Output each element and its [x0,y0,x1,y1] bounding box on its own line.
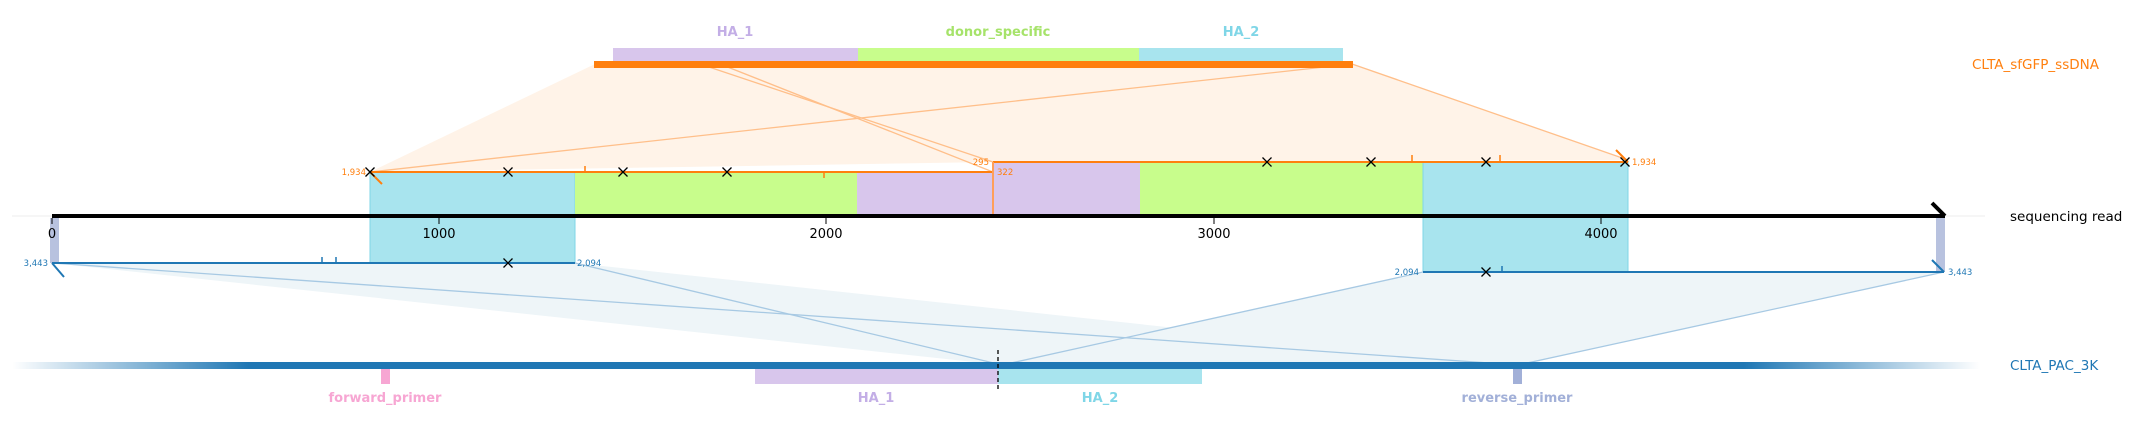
read-tick-label: 1000 [422,227,455,242]
target-end-tick-left [51,262,65,278]
mismatch-marker [1366,157,1376,167]
read-tick-label: 4000 [1584,227,1617,242]
mismatch-marker [1262,157,1272,167]
target-feature-label-reverse-primer: reverse_primer [1462,391,1574,406]
target-connectors [51,262,1945,366]
aligned-donor-specific-block [575,172,857,216]
target-connector-line [1001,271,1424,366]
mismatch-marker [1620,157,1630,167]
mismatch-marker [618,167,628,177]
target-end-tick-right [1931,259,1945,273]
aligned-ha1-block [857,172,993,216]
target-feature-label-ha2: HA_2 [1082,391,1119,406]
aligned-ha2-block [369,171,576,217]
target-align-label: 2,094 [577,259,601,269]
donor-feature-ha1 [613,48,858,62]
read-tick-label: 2000 [809,227,842,242]
donor-align-label: 322 [997,168,1013,178]
donor-alignment-blocks: 1,934 295 322 1,934 [342,149,1656,273]
aligned-donor-specific-block-right [1140,162,1423,216]
target-align-label: 3,443 [1948,268,1972,278]
donor-align-label: 295 [973,158,989,168]
target-feature-forward-primer [381,368,390,384]
target-feature-label-forward-primer: forward_primer [329,391,443,406]
mismatch-markers [365,157,1630,277]
target-sequence-bar [12,362,1980,369]
mismatch-marker [1481,157,1491,167]
target-feature-label-ha1: HA_1 [858,391,895,406]
read-tick-label: 3000 [1197,227,1230,242]
target-align-label: 3,443 [24,259,48,269]
read-end-arrow [1930,201,1947,218]
read-tick-label: 0 [48,227,56,242]
target-primer-block-right [1936,218,1945,272]
donor-connector-line [699,63,994,163]
sequencing-read: 0 1000 2000 3000 4000 sequencing read [12,201,2122,242]
aligned-ha1-block-right [993,162,1140,216]
donor-align-label: 1,934 [1632,158,1656,168]
target-connector-line [51,262,1519,366]
target-connector-fill-right [1002,272,1944,365]
donor-feature-label-ha2: HA_2 [1223,25,1260,40]
donor-name: CLTA_sfGFP_ssDNA [1972,57,2100,73]
donor-connector-line [1351,63,1629,161]
donor-sequence-bar [594,61,1353,68]
target-feature-reverse-primer [1513,368,1522,384]
donor-feature-donor-specific [858,48,1139,62]
target-name: CLTA_PAC_3K [2010,358,2099,374]
donor-feature-label-donor-specific: donor_specific [946,25,1051,40]
mismatch-marker [1481,267,1491,277]
mismatch-marker [365,167,375,177]
target-feature-ha1 [755,368,998,384]
aligned-ha2-block-lower-left [369,215,576,264]
target-track: forward_primer HA_1 HA_2 reverse_primer … [12,350,2099,406]
target-primer-block-left [50,218,59,263]
mismatch-marker [722,167,732,177]
donor-align-label: 1,934 [342,168,366,178]
target-align-label: 2,094 [1395,268,1419,278]
mismatch-marker [503,167,513,177]
target-feature-ha2 [998,368,1202,384]
donor-end-tick-right [1615,149,1629,163]
read-label: sequencing read [2010,209,2122,225]
read-ticks: 0 1000 2000 3000 4000 [48,218,1618,242]
target-alignments: 3,443 2,094 2,094 3,443 [24,218,1972,278]
donor-feature-ha2 [1139,48,1343,62]
mismatch-marker [503,258,513,268]
donor-connector-fill-right [700,64,1628,162]
target-connector-line [1517,271,1945,366]
donor-connector-line [719,63,994,173]
donor-feature-label-ha1: HA_1 [717,25,754,40]
target-connector-line [574,262,1003,366]
donor-track: HA_1 donor_specific HA_2 CLTA_sfGFP_ssDN… [369,25,2100,173]
